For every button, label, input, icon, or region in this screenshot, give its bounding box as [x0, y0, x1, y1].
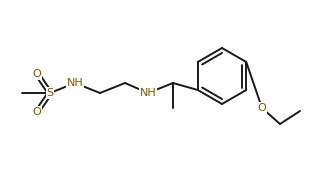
Text: O: O — [33, 107, 41, 117]
Text: NH: NH — [140, 88, 156, 98]
Text: O: O — [258, 103, 266, 113]
Text: S: S — [46, 88, 53, 98]
Text: O: O — [33, 69, 41, 79]
Text: NH: NH — [67, 78, 83, 88]
